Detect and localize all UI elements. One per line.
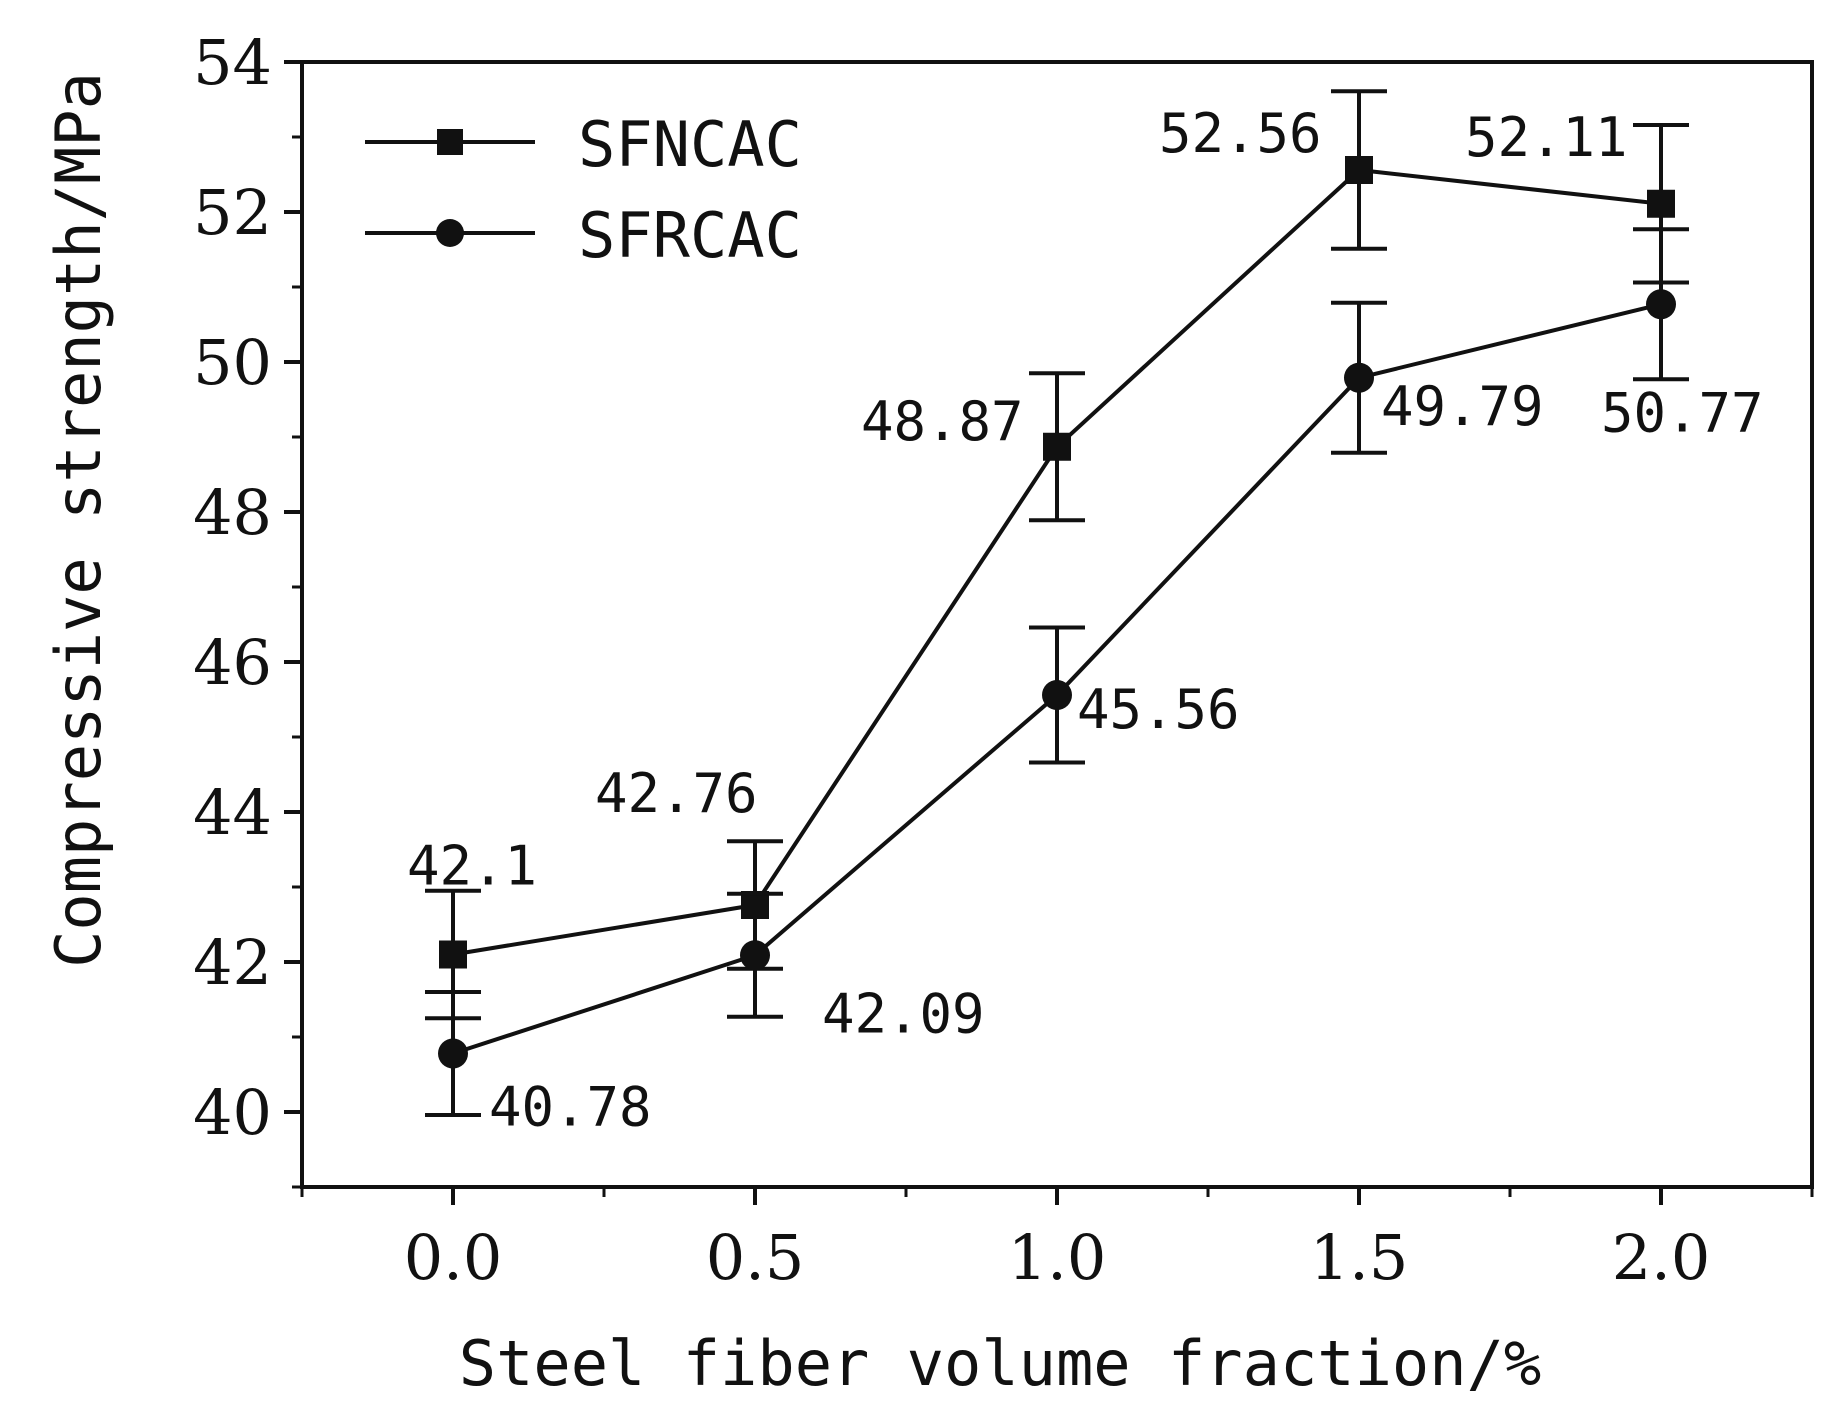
plot-frame — [300, 60, 1814, 1189]
data-label-sfncac: 42.76 — [595, 762, 758, 825]
y-axis-ticks: 40 42 44 46 48 50 52 54 — [193, 26, 302, 1189]
data-point-sfncac — [1647, 189, 1675, 218]
legend-marker-sfrcac — [436, 219, 464, 247]
x-tick-label: 0.5 — [706, 1221, 805, 1294]
series-line-sfncac — [452, 167, 1662, 957]
data-point-sfncac — [1345, 156, 1373, 184]
y-tick-label: 44 — [193, 776, 272, 849]
legend: SFNCAC SFRCAC — [365, 108, 802, 272]
legend-label-sfrcac: SFRCAC — [578, 199, 802, 272]
y-tick-label: 40 — [193, 1076, 272, 1149]
data-point-sfrcac — [438, 1038, 468, 1069]
data-label-sfrcac: 42.09 — [822, 982, 985, 1045]
x-tick-label: 1.0 — [1008, 1221, 1107, 1294]
data-label-sfncac: 42.1 — [407, 835, 537, 898]
data-point-sfrcac — [1344, 362, 1374, 393]
data-label-sfrcac: 40.78 — [489, 1076, 652, 1139]
data-label-sfncac: 48.87 — [861, 390, 1024, 453]
legend-label-sfncac: SFNCAC — [578, 108, 802, 181]
x-axis-ticks: 0.0 0.5 1.0 1.5 2.0 — [300, 1187, 1814, 1294]
legend-marker-sfncac — [437, 129, 463, 155]
series-layer — [425, 89, 1689, 1117]
y-tick-label: 50 — [193, 326, 272, 399]
data-point-sfrcac — [1646, 289, 1676, 320]
y-tick-label: 48 — [193, 476, 272, 549]
x-axis-title: Steel fiber volume fraction/% — [459, 1327, 1542, 1400]
x-tick-label: 2.0 — [1612, 1221, 1711, 1294]
x-tick-label: 1.5 — [1310, 1221, 1409, 1294]
y-tick-label: 46 — [193, 626, 272, 699]
data-point-sfncac — [439, 940, 467, 969]
data-labels: 42.1 42.76 48.87 52.56 52.11 40.78 42.09 45.56 4… — [407, 102, 1764, 1139]
y-axis-title: Compressive strength/MPa — [42, 72, 115, 968]
data-label-sfncac: 52.11 — [1465, 106, 1628, 169]
x-tick-label: 0.0 — [404, 1221, 503, 1294]
data-label-sfrcac: 50.77 — [1601, 381, 1764, 444]
data-label-sfrcac: 45.56 — [1077, 678, 1240, 741]
y-tick-label: 52 — [193, 176, 272, 249]
data-label-sfrcac: 49.79 — [1381, 375, 1544, 438]
data-point-sfrcac — [1042, 680, 1072, 710]
data-label-sfncac: 52.56 — [1159, 102, 1322, 165]
y-tick-label: 54 — [193, 26, 272, 99]
data-point-sfrcac — [740, 940, 770, 971]
y-tick-label: 42 — [193, 926, 272, 999]
data-point-sfncac — [1043, 432, 1071, 461]
